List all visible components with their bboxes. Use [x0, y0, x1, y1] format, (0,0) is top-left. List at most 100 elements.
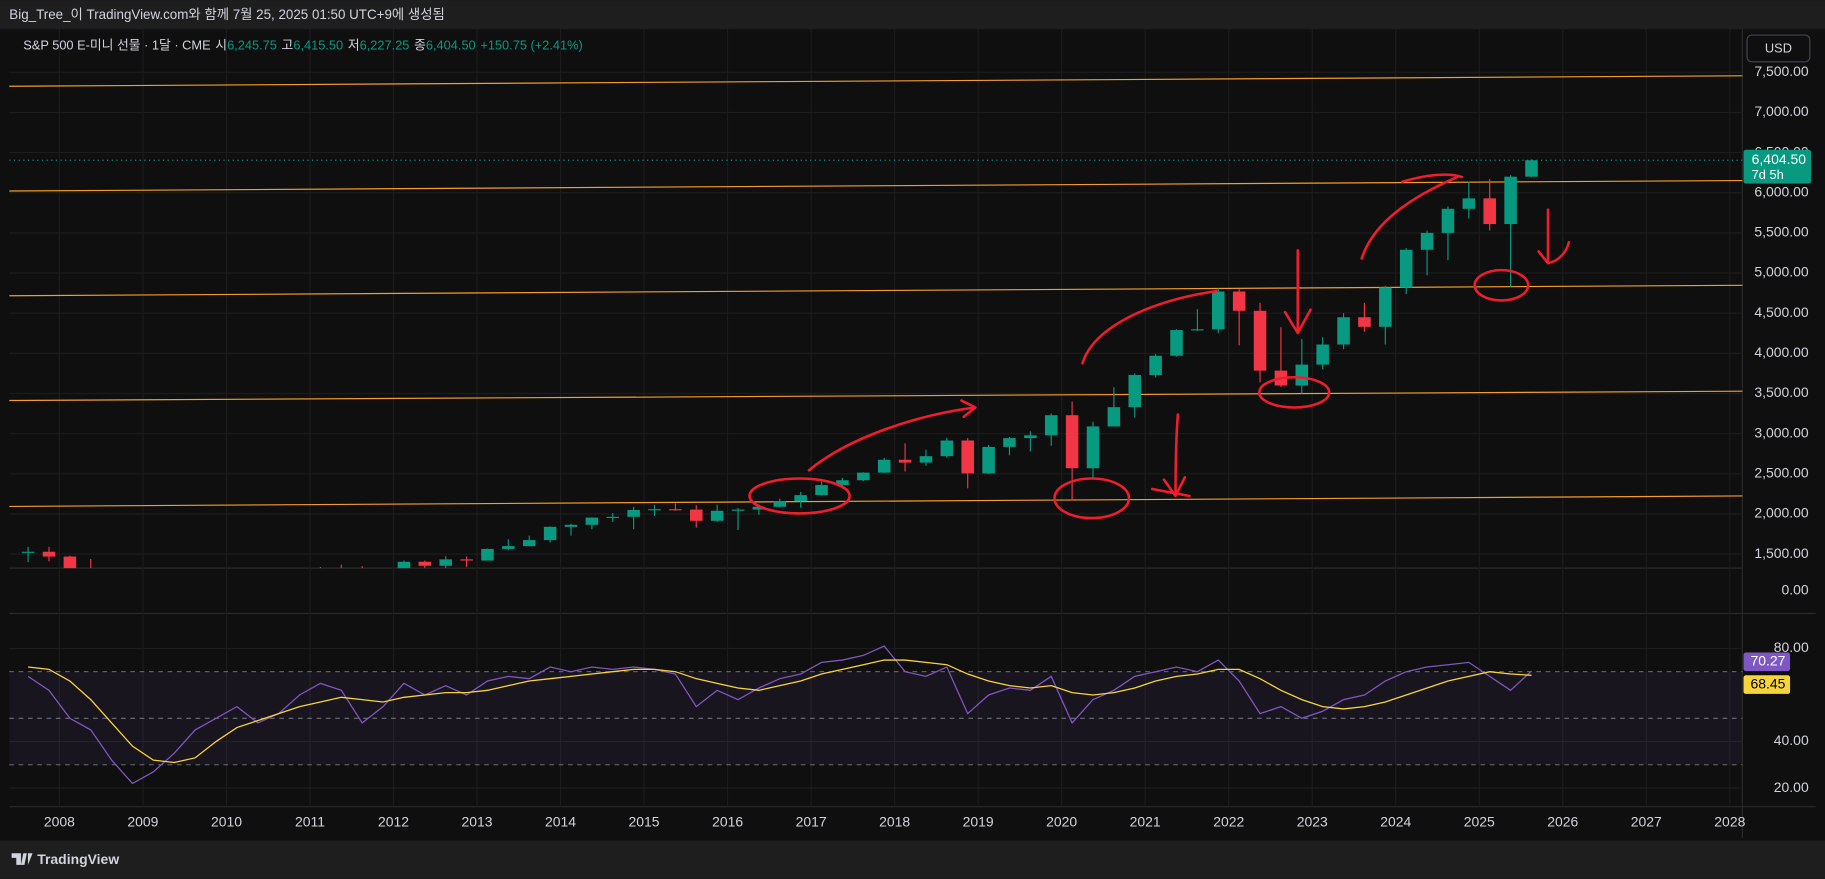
- candle-body: [1149, 355, 1162, 376]
- x-tick-label: 2022: [1213, 814, 1244, 830]
- candle-body: [439, 559, 452, 566]
- candle-body: [710, 510, 724, 521]
- legend-item: 6,415.50: [293, 38, 343, 53]
- candle-body: [1379, 287, 1392, 327]
- rsi-tick-label: 20.00: [1774, 779, 1809, 795]
- legend-item: 종: [414, 38, 426, 53]
- legend: S&P 500 E-미니 선물 · 1달 · CME 시6,245.75 고6,41…: [23, 38, 583, 53]
- candle-body: [543, 526, 557, 541]
- x-tick-label: 2027: [1631, 814, 1662, 830]
- bottom-bar: [0, 840, 1825, 879]
- candle-body: [1420, 232, 1434, 250]
- x-tick-label: 2018: [879, 814, 910, 830]
- x-tick-label: 2015: [629, 814, 660, 830]
- x-tick-label: 2009: [127, 814, 158, 830]
- candle-body: [606, 516, 620, 518]
- x-tick-label: 2010: [211, 814, 242, 830]
- candle-body: [731, 509, 745, 511]
- price-badge-label: 6,404.50: [1752, 151, 1807, 167]
- rsi-tick-label: 40.00: [1774, 732, 1809, 748]
- candle-body: [1525, 160, 1538, 177]
- candle-body: [877, 459, 891, 473]
- candle-body: [1232, 291, 1246, 311]
- y-tick-label: 4,500.00: [1754, 304, 1809, 320]
- y-tick-label: 5,000.00: [1754, 264, 1809, 280]
- candle-body: [648, 509, 661, 511]
- x-tick-label: 2025: [1464, 814, 1495, 830]
- candle-body: [752, 506, 766, 510]
- trend-line: [9, 390, 1743, 402]
- candle-body: [982, 446, 995, 474]
- trend-line: [9, 495, 1743, 508]
- candle-body: [815, 485, 828, 496]
- x-tick-label: 2021: [1130, 814, 1161, 830]
- trend-line: [9, 75, 1743, 87]
- candle-body: [857, 472, 870, 481]
- y-tick-label: 2,000.00: [1754, 505, 1809, 521]
- rsi-line: [28, 659, 1532, 764]
- candle-body: [42, 551, 56, 557]
- trend-line: [9, 179, 1743, 192]
- candle-body: [1399, 249, 1413, 288]
- legend-item: S&P 500 E-미니 선물 · 1달 · CME: [23, 38, 210, 53]
- volume-tick-label: 0.00: [1782, 581, 1809, 597]
- x-tick-label: 2028: [1714, 814, 1745, 830]
- candle-body: [1462, 198, 1476, 209]
- candle-body: [1337, 317, 1350, 345]
- candle-body: [522, 540, 536, 547]
- y-tick-label: 2,500.00: [1754, 465, 1809, 481]
- currency-button[interactable]: [1746, 34, 1811, 63]
- candle-body: [1065, 415, 1079, 469]
- candle-body: [1295, 364, 1309, 386]
- price-countdown: 7d 5h: [1752, 167, 1784, 182]
- drawing: [1360, 173, 1464, 260]
- candle-body: [1253, 310, 1267, 371]
- candle-body: [1044, 415, 1058, 436]
- y-tick-label: 7,000.00: [1754, 103, 1809, 119]
- candle-body: [1024, 435, 1037, 439]
- candle-body: [460, 559, 473, 561]
- candle-body: [1086, 426, 1100, 469]
- candle-body: [836, 480, 849, 486]
- legend-item: 6,227.25: [360, 38, 410, 53]
- y-tick-label: 4,000.00: [1754, 344, 1809, 360]
- legend-item: 6,404.50: [426, 38, 476, 53]
- header-title: Big_Tree_이 TradingView.com와 함께 7월 25, 20…: [9, 7, 445, 22]
- candle-body: [481, 548, 494, 561]
- candle-body: [1483, 198, 1496, 225]
- legend-item: 저: [348, 38, 360, 53]
- x-tick-label: 2016: [712, 814, 743, 830]
- drawing: [1537, 208, 1571, 265]
- x-tick-label: 2026: [1547, 814, 1578, 830]
- drawing: [1473, 268, 1530, 302]
- x-tick-label: 2008: [44, 814, 75, 830]
- annotations: [748, 173, 1571, 520]
- rsi-badge-label: 70.27: [1751, 652, 1786, 668]
- candle-body: [1316, 344, 1329, 365]
- candle-body: [63, 556, 77, 569]
- candle-body: [1107, 407, 1121, 427]
- legend-item: 시: [215, 38, 227, 53]
- rsi-badge-label: 68.45: [1751, 675, 1786, 691]
- x-tick-label: 2019: [963, 814, 994, 830]
- brand: TradingView: [37, 851, 119, 867]
- x-tick-label: 2012: [378, 814, 409, 830]
- candle-body: [564, 524, 578, 527]
- drawing: [807, 399, 977, 472]
- candle-body: [1358, 317, 1371, 327]
- trend-line: [9, 284, 1743, 297]
- candle-body: [919, 456, 933, 463]
- legend-item: 고: [282, 38, 294, 53]
- y-tick-label: 6,000.00: [1754, 183, 1809, 199]
- candle-body: [898, 459, 912, 463]
- y-tick-label: 3,500.00: [1754, 384, 1809, 400]
- y-tick-label: 7,500.00: [1754, 63, 1809, 79]
- x-tick-label: 2020: [1046, 814, 1077, 830]
- currency[interactable]: USD: [1765, 40, 1792, 55]
- candles: [9, 159, 1743, 569]
- rsi-pane: [9, 645, 1743, 785]
- x-tick-label: 2024: [1380, 814, 1411, 830]
- candle-body: [397, 561, 411, 569]
